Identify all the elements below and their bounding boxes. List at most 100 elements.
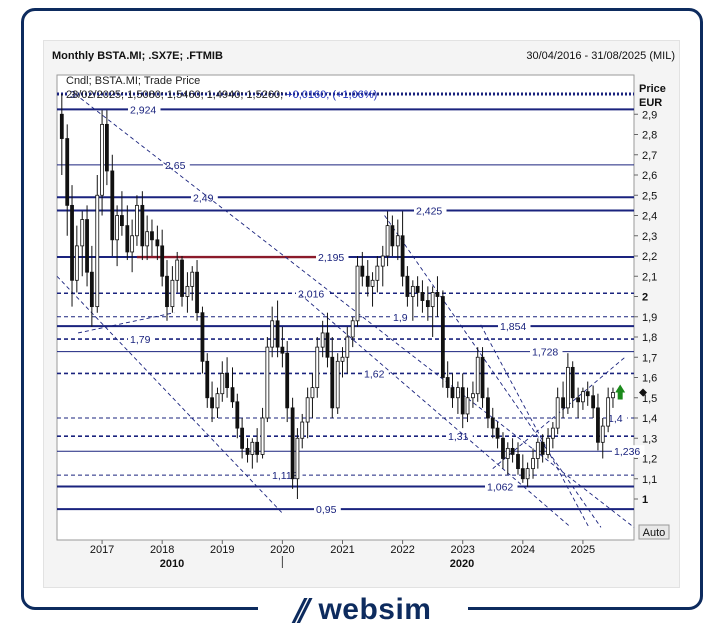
level-label-bg <box>612 445 645 458</box>
websim-logo-text: websim <box>318 593 432 626</box>
candle-body <box>531 458 535 470</box>
y-tick-label: 1,4 <box>642 413 657 425</box>
candle-body <box>455 387 460 399</box>
candle-body <box>230 387 235 403</box>
y-tick-label: 2,4 <box>642 211 657 223</box>
trend-line <box>300 294 572 528</box>
candle-body <box>495 427 500 439</box>
candle-body <box>465 397 470 415</box>
candle-body <box>145 231 150 247</box>
x-tick-label: 2020 <box>270 544 294 556</box>
legend-change: +0,0160; (+1,06%) <box>286 89 377 101</box>
candle-body <box>600 425 605 443</box>
level-label: 0,95 <box>316 504 337 516</box>
trend-line <box>56 275 283 514</box>
candle-body <box>185 285 190 297</box>
candle-body <box>445 377 450 389</box>
decade-label-2010: 2010 <box>160 558 184 570</box>
candle-body <box>410 285 415 297</box>
candle-body <box>611 392 615 399</box>
y-tick-label: 2,5 <box>642 190 657 202</box>
level-label: 2,49 <box>193 192 214 204</box>
level-label: 1,9 <box>393 312 408 324</box>
candle-body <box>591 395 596 409</box>
candle-body <box>80 219 85 247</box>
candle-body <box>270 320 275 348</box>
decade-label-2020: 2020 <box>450 558 474 570</box>
candle-body <box>565 366 570 409</box>
candle-body <box>300 421 305 439</box>
candle-body <box>265 346 270 419</box>
price-axis-label: Price <box>639 83 666 95</box>
candle-body <box>420 292 425 301</box>
level-label-bg <box>128 103 161 116</box>
candle-body <box>561 397 565 409</box>
y-tick-label: 1,9 <box>642 312 657 324</box>
candle-body <box>330 356 335 409</box>
y-tick-label: 2,1 <box>642 271 657 283</box>
x-tick-label: 2023 <box>450 544 474 556</box>
candle-body <box>100 123 104 196</box>
level-label: 1,4 <box>608 413 623 425</box>
y-tick-label: 1,8 <box>642 332 657 344</box>
candle-body <box>345 336 350 358</box>
y-tick-label: 2,3 <box>642 231 657 243</box>
level-label-bg <box>391 310 413 323</box>
level-label-bg <box>485 480 518 493</box>
candle-body <box>390 225 395 247</box>
trend-line <box>384 215 602 528</box>
candle-body <box>440 296 445 378</box>
x-tick-label: 2019 <box>210 544 234 556</box>
candle-body <box>355 265 360 322</box>
candle-body <box>175 259 180 281</box>
candle-body <box>160 245 165 277</box>
candle-body <box>280 346 285 354</box>
level-label-bg <box>362 367 389 380</box>
candle-body <box>520 468 525 480</box>
candle-body <box>555 397 560 429</box>
level-label-bg <box>606 412 628 424</box>
candle-body <box>460 387 465 415</box>
x-tick-label: 2017 <box>90 544 114 556</box>
level-label: 1,728 <box>532 347 558 359</box>
auto-scale-button[interactable]: Auto <box>638 524 670 540</box>
candle-body <box>490 417 495 429</box>
candle-body <box>59 113 64 139</box>
candle-body <box>165 275 169 308</box>
level-label: 2,425 <box>416 205 442 217</box>
candle-body <box>525 468 530 480</box>
y-tick-label: 2,7 <box>642 150 657 162</box>
level-label: 1,854 <box>500 321 526 333</box>
candle-body <box>190 271 195 287</box>
candle-body <box>290 407 295 480</box>
level-label: 2,65 <box>165 160 186 172</box>
candle-body <box>195 271 199 314</box>
level-label: 2,016 <box>298 288 324 300</box>
candle-body <box>135 204 139 237</box>
candle-body <box>395 235 400 247</box>
y-tick-label: 1,6 <box>642 373 657 385</box>
websim-logo-mark: // <box>294 592 311 628</box>
candle-body <box>486 397 490 419</box>
y-tick-label: 2 <box>642 292 648 304</box>
level-label: 2,924 <box>130 104 156 116</box>
candle-body <box>385 225 390 257</box>
candle-body <box>380 255 385 267</box>
candle-body <box>606 397 611 427</box>
candle-body <box>405 275 410 297</box>
chart-title: Monthly BSTA.MI; .SX7E; .FTMIB <box>52 50 223 62</box>
candle-body <box>375 265 380 281</box>
candle-body <box>125 225 130 253</box>
x-tick-label: 2022 <box>390 544 414 556</box>
level-label-bg <box>296 287 329 300</box>
level-label-bg <box>446 430 473 443</box>
candle-body <box>255 441 260 455</box>
candle-body <box>546 437 550 455</box>
candle-body <box>295 437 300 480</box>
candle-body <box>340 356 345 362</box>
candle-body <box>335 360 340 409</box>
candle-body <box>205 360 210 399</box>
y-tick-label: 1 <box>642 494 648 506</box>
candle-body <box>365 275 370 287</box>
y-tick-label: 2,2 <box>642 251 657 263</box>
